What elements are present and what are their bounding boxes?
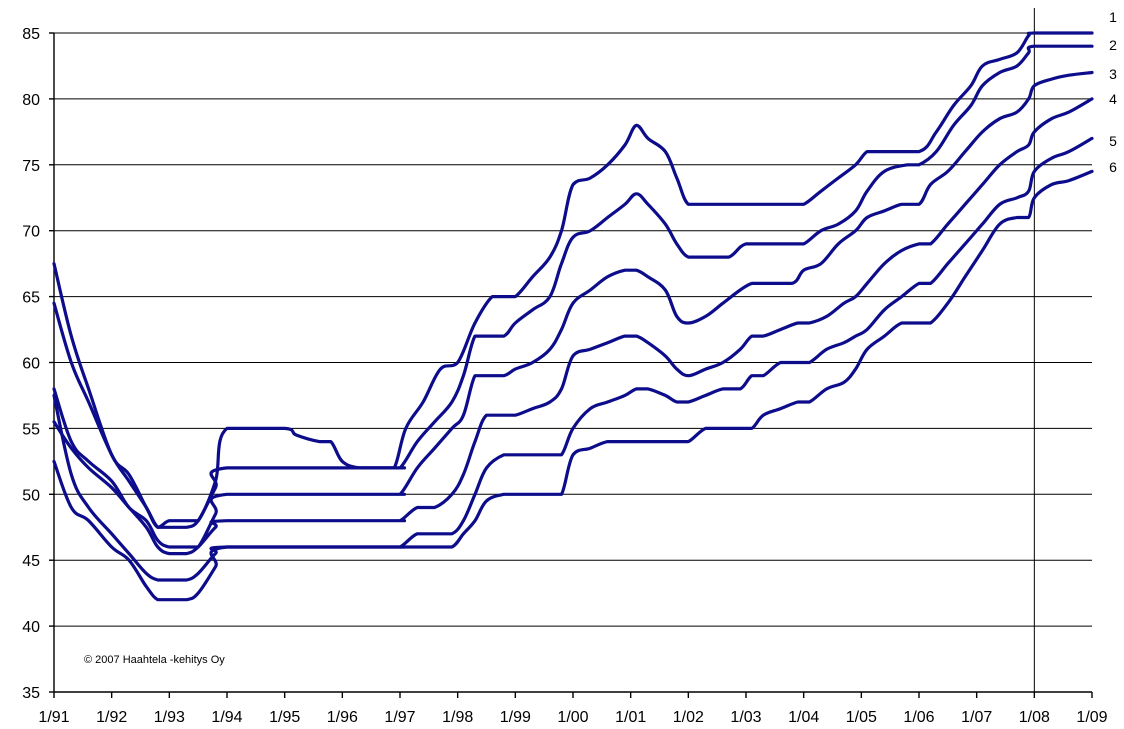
grid-lines: [54, 8, 1092, 692]
y-tick-label: 80: [22, 92, 40, 109]
series-label-3: 3: [1109, 66, 1117, 82]
x-tick-label: 1/92: [96, 709, 127, 726]
series-label-4: 4: [1109, 91, 1117, 107]
series-line-5: [52, 136, 1094, 582]
x-tick-label: 1/00: [557, 709, 588, 726]
series-label-5: 5: [1109, 133, 1117, 149]
x-tick-label: 1/98: [442, 709, 473, 726]
series-label-6: 6: [1109, 159, 1117, 175]
x-tick-label: 1/97: [384, 709, 415, 726]
x-tick-label: 1/96: [327, 709, 358, 726]
tick-labels: 35 40 45 50 55 60 65 70 75 80 85 1/91 1/92 1/93 1/94 1/…: [22, 26, 1107, 726]
y-tick-label: 50: [22, 487, 40, 504]
x-tick-label: 1/06: [903, 709, 934, 726]
y-tick-label: 55: [22, 421, 40, 438]
y-tick-label: 85: [22, 26, 40, 43]
x-tick-label: 1/01: [615, 709, 646, 726]
series-line-4: [52, 97, 1094, 556]
x-tick-label: 1/03: [730, 709, 761, 726]
series-label-1: 1: [1109, 9, 1117, 25]
series-labels: 1 2 3 4 5 6: [1109, 9, 1117, 175]
y-tick-label: 75: [22, 158, 40, 175]
y-tick-label: 45: [22, 553, 40, 570]
x-tick-label: 1/93: [154, 709, 185, 726]
y-tick-label: 60: [22, 356, 40, 373]
x-tick-label: 1/04: [788, 709, 819, 726]
x-tick-label: 1/09: [1076, 709, 1107, 726]
x-tick-label: 1/07: [961, 709, 992, 726]
series-lines: [52, 31, 1094, 602]
x-tick-label: 1/08: [1019, 709, 1050, 726]
y-tick-label: 40: [22, 619, 40, 636]
x-tick-label: 1/94: [211, 709, 242, 726]
series-line-2: [52, 44, 1094, 529]
x-tick-label: 1/99: [500, 709, 531, 726]
series-line-3: [52, 70, 1094, 549]
x-tick-label: 1/91: [38, 709, 69, 726]
y-tick-label: 35: [22, 685, 40, 702]
series-line-6: [52, 169, 1094, 602]
x-tick-label: 1/95: [269, 709, 300, 726]
x-tick-label: 1/05: [846, 709, 877, 726]
y-tick-label: 70: [22, 224, 40, 241]
series-label-2: 2: [1109, 37, 1117, 53]
copyright-note: © 2007 Haahtela -kehitys Oy: [84, 654, 225, 666]
x-tick-label: 1/02: [673, 709, 704, 726]
axes: [49, 32, 1093, 698]
y-tick-label: 65: [22, 290, 40, 307]
